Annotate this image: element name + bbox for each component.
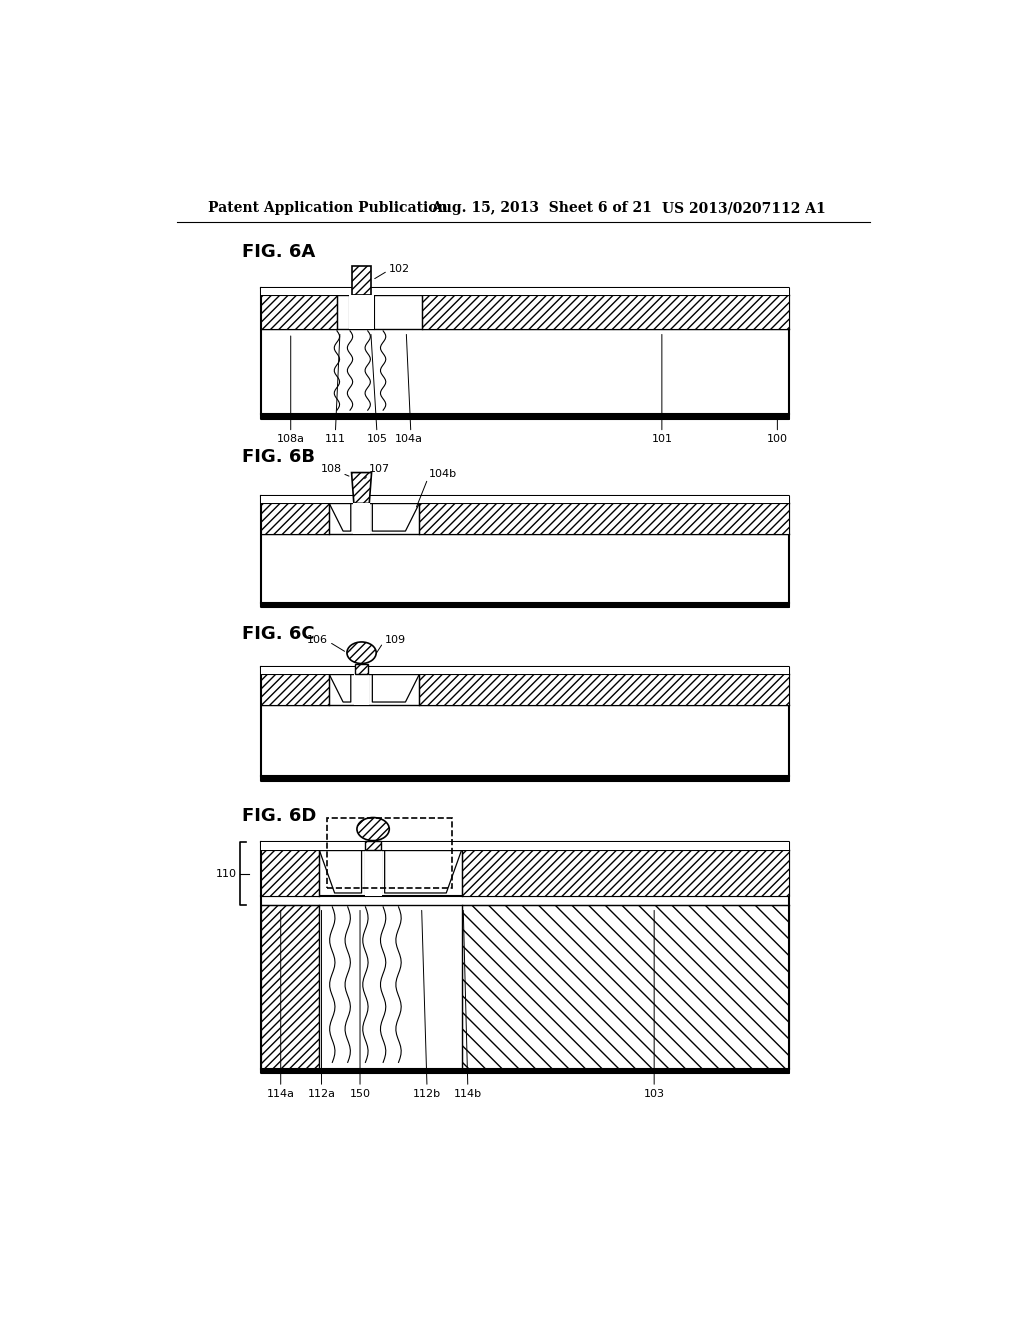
Bar — [327, 817, 453, 888]
Text: 150: 150 — [349, 1089, 371, 1098]
Text: 107: 107 — [370, 465, 390, 474]
Bar — [261, 776, 788, 780]
Bar — [261, 842, 788, 850]
Polygon shape — [351, 473, 372, 503]
Bar — [261, 906, 319, 1069]
Text: 106: 106 — [306, 635, 328, 644]
Text: FIG. 6A: FIG. 6A — [243, 243, 315, 261]
Bar — [365, 850, 382, 896]
Ellipse shape — [347, 642, 376, 664]
Bar — [261, 603, 788, 607]
Bar — [353, 503, 370, 535]
Bar — [261, 414, 788, 418]
Text: US 2013/0207112 A1: US 2013/0207112 A1 — [662, 202, 825, 215]
Bar — [354, 664, 369, 675]
Bar — [261, 496, 788, 503]
Bar — [366, 841, 381, 850]
Bar — [261, 288, 788, 296]
Text: FIG. 6C: FIG. 6C — [243, 626, 314, 643]
Text: Aug. 15, 2013  Sheet 6 of 21: Aug. 15, 2013 Sheet 6 of 21 — [431, 202, 651, 215]
Text: 114a: 114a — [266, 1089, 295, 1098]
Bar — [352, 267, 371, 296]
Bar — [349, 296, 374, 330]
Bar — [319, 906, 462, 1069]
Bar — [261, 705, 788, 776]
Text: 111: 111 — [325, 434, 346, 444]
Ellipse shape — [357, 817, 389, 841]
Text: 104b: 104b — [429, 469, 458, 479]
Bar — [462, 850, 788, 896]
Text: 112a: 112a — [307, 1089, 336, 1098]
Text: 104a: 104a — [395, 434, 423, 444]
Bar — [462, 906, 788, 1069]
Bar — [261, 296, 337, 330]
Text: 110: 110 — [216, 869, 237, 879]
Text: 108: 108 — [321, 465, 342, 474]
Bar — [419, 503, 788, 535]
Text: 108a: 108a — [276, 434, 305, 444]
Text: 112b: 112b — [413, 1089, 441, 1098]
Bar — [261, 850, 319, 896]
Text: 103: 103 — [644, 1089, 665, 1098]
Bar — [422, 296, 788, 330]
Bar — [419, 675, 788, 705]
Text: FIG. 6D: FIG. 6D — [243, 807, 316, 825]
Text: 114b: 114b — [454, 1089, 482, 1098]
Text: 109: 109 — [385, 635, 406, 644]
Bar — [261, 675, 330, 705]
Text: 102: 102 — [389, 264, 411, 273]
Text: 100: 100 — [767, 434, 787, 444]
Bar — [261, 1069, 788, 1073]
Bar — [261, 503, 330, 535]
Text: 105: 105 — [367, 434, 387, 444]
Text: 101: 101 — [651, 434, 673, 444]
Text: Patent Application Publication: Patent Application Publication — [208, 202, 447, 215]
Text: FIG. 6B: FIG. 6B — [243, 449, 315, 466]
Bar — [261, 330, 788, 414]
Bar — [354, 675, 370, 705]
Bar — [261, 667, 788, 675]
Bar — [261, 535, 788, 603]
